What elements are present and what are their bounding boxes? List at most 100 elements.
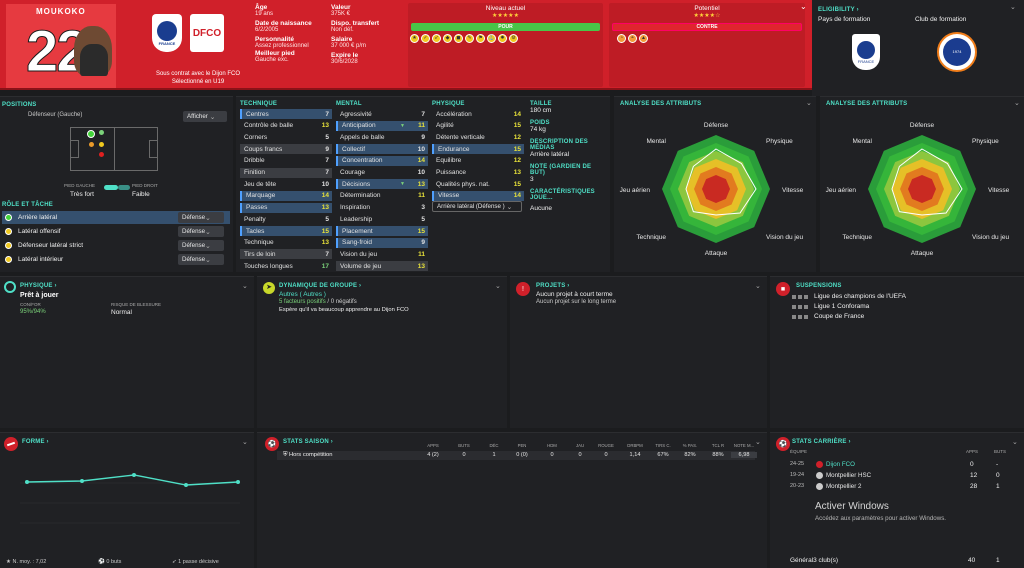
eligibility-title[interactable]: ELIGIBILITY › <box>818 7 859 13</box>
attribute-name: Anticipation <box>342 122 376 130</box>
club-crest-icon <box>816 472 823 479</box>
attribute-row[interactable]: Touches longues 17 <box>240 261 332 271</box>
duty-select[interactable]: Défense ⌄ <box>178 212 224 223</box>
season-col-header[interactable]: PEN <box>517 443 527 448</box>
season-row[interactable]: ⛨ Hors compétition <box>277 451 755 460</box>
attribute-row[interactable]: Jeu de tête 10 <box>240 179 332 189</box>
attribute-row[interactable]: Accélération 14 <box>432 109 524 119</box>
season-cell: 0 <box>578 452 582 458</box>
career-stats-title[interactable]: STATS CARRIÈRE › <box>792 439 851 445</box>
season-col-header[interactable]: NOTE M... <box>733 443 755 448</box>
attribute-row[interactable]: Contrôle de balle 13 <box>240 121 332 131</box>
condition-label: CON/FOR <box>20 302 41 307</box>
positive-factors[interactable]: 5 facteurs positifs <box>279 299 326 305</box>
attribute-row[interactable]: Détente verticale 12 <box>432 132 524 142</box>
form-icon <box>4 437 18 451</box>
attribute-value: 7 <box>421 110 425 118</box>
attribute-row[interactable]: Concentration 14 <box>336 155 428 166</box>
attribute-row[interactable]: Penalty 5 <box>240 214 332 224</box>
season-col-header[interactable]: ROUGE <box>598 443 614 448</box>
season-stats-title[interactable]: STATS SAISON › <box>283 439 333 445</box>
role-row[interactable]: Latéral offensif Défense ⌄ <box>2 225 230 238</box>
attribute-value: 10 <box>417 145 425 153</box>
player-header: MOUKOKO 22 FRANCE DFCO Sous contrat avec… <box>0 0 812 90</box>
attribute-row[interactable]: Centres 7 <box>240 109 332 119</box>
attribute-row[interactable]: Finition 7 <box>240 167 332 178</box>
attribute-name: Penalty <box>244 215 266 223</box>
attribute-row[interactable]: Equilibre 12 <box>432 156 524 166</box>
attribute-row[interactable]: Passes 13 <box>240 202 332 213</box>
career-club[interactable]: Montpellier HSC <box>826 472 872 479</box>
season-col-header[interactable]: DRBPM <box>627 443 643 448</box>
chevron-down-icon[interactable]: ⌄ <box>1014 100 1020 107</box>
injury-risk-label: RISQUE DE BLESSURE <box>111 302 162 307</box>
attribute-row[interactable]: Placement 15 <box>336 226 428 236</box>
france-crest-icon: FRANCE <box>152 14 182 52</box>
attribute-row[interactable]: Tacles 15 <box>240 226 332 236</box>
attribute-row[interactable]: Endurance 15 <box>432 144 524 155</box>
attribute-row[interactable]: Coups francs 9 <box>240 144 332 155</box>
left-boot-icon <box>104 185 118 190</box>
season-col-header[interactable]: BUTS <box>458 443 470 448</box>
season-col-header[interactable]: APPS <box>427 443 439 448</box>
chevron-down-icon[interactable]: ⌄ <box>755 283 761 290</box>
career-team-header: ÉQUIPE <box>790 449 808 454</box>
career-stats-panel: ⚽ STATS CARRIÈRE › ⌄ ÉQUIPE APPS BUTS 24… <box>770 432 1024 568</box>
attribute-row[interactable]: Vitesse 14 <box>432 190 524 201</box>
form-chart <box>20 473 240 524</box>
season-col-header[interactable]: % PAS. <box>682 443 698 448</box>
trait-icon: ✸ <box>498 34 507 43</box>
attribute-row[interactable]: Collectif 10 <box>336 144 428 155</box>
projects-title[interactable]: PROJETS › <box>536 283 570 289</box>
chevron-down-icon[interactable]: ⌄ <box>495 283 501 290</box>
chevron-down-icon[interactable]: ⌄ <box>242 283 248 290</box>
attribute-row[interactable]: Anticipation 11 <box>336 120 428 131</box>
role-row[interactable]: Défenseur latéral strict Défense ⌄ <box>2 239 230 252</box>
season-col-header[interactable]: TIRS C. <box>655 443 671 448</box>
season-col-header[interactable]: JAU <box>575 443 585 448</box>
social-group: Autres ( Autres ) <box>279 291 326 298</box>
dynamics-title[interactable]: DYNAMIQUE DE GROUPE › <box>279 283 362 289</box>
show-button[interactable]: Afficher ⌄ <box>183 111 227 122</box>
chevron-down-icon[interactable]: ⌄ <box>1012 439 1018 446</box>
attribute-row[interactable]: Corners 5 <box>240 132 332 142</box>
duty-select[interactable]: Défense ⌄ <box>178 240 224 251</box>
chevron-down-icon[interactable]: ⌄ <box>755 439 761 446</box>
career-club[interactable]: Montpellier 2 <box>826 483 862 490</box>
attribute-row[interactable]: Dribble 7 <box>240 156 332 166</box>
attribute-row[interactable]: Qualités phys. nat. 15 <box>432 179 524 189</box>
header-chevron-icon[interactable]: ⌄ <box>800 2 807 11</box>
role-row[interactable]: Latéral intérieur Défense ⌄ <box>2 253 230 266</box>
season-col-header[interactable]: TCL R <box>711 443 725 448</box>
chevron-down-icon[interactable]: ⌄ <box>806 100 812 107</box>
attribute-row[interactable]: Vision du jeu 11 <box>336 249 428 259</box>
attribute-row[interactable]: Technique 13 <box>240 238 332 248</box>
attribute-row[interactable]: Leadership 5 <box>336 214 428 224</box>
attributes-panel: TECHNIQUE MENTAL PHYSIQUE Centres 7 Contrô… <box>236 96 610 272</box>
season-col-header[interactable]: DÉC <box>489 443 499 448</box>
attribute-row[interactable]: Agilité 15 <box>432 121 524 131</box>
attribute-row[interactable]: Appels de balle 9 <box>336 132 428 142</box>
chevron-down-icon[interactable]: ⌄ <box>1010 4 1016 11</box>
attribute-value: 11 <box>418 122 425 130</box>
attribute-row[interactable]: Puissance 13 <box>432 168 524 178</box>
attribute-row[interactable]: Marquage 14 <box>240 190 332 201</box>
role-row[interactable]: Arrière latéral Défense ⌄ <box>2 211 230 224</box>
attribute-row[interactable]: Volume de jeu 13 <box>336 261 428 272</box>
attribute-value: 5 <box>421 215 425 223</box>
season-col-header[interactable]: HDM <box>547 443 557 448</box>
attribute-row[interactable]: Décisions 13 <box>336 179 428 190</box>
role-select[interactable]: Arrière latéral (Défense ) ⌄ <box>432 201 522 212</box>
attribute-row[interactable]: Agressivité 7 <box>336 109 428 119</box>
attribute-row[interactable]: Courage 10 <box>336 168 428 178</box>
career-club[interactable]: Dijon FCO <box>826 461 855 468</box>
attribute-row[interactable]: Inspiration 3 <box>336 203 428 213</box>
duty-select[interactable]: Défense ⌄ <box>178 254 224 265</box>
fitness-title[interactable]: PHYSIQUE › <box>20 283 57 289</box>
attribute-row[interactable]: Tirs de loin 7 <box>240 249 332 260</box>
attribute-row[interactable]: Sang-froid 9 <box>336 237 428 248</box>
form-title[interactable]: FORME › <box>22 439 49 445</box>
chevron-down-icon[interactable]: ⌄ <box>242 439 248 446</box>
duty-select[interactable]: Défense ⌄ <box>178 226 224 237</box>
attribute-row[interactable]: Détermination 11 <box>336 191 428 201</box>
